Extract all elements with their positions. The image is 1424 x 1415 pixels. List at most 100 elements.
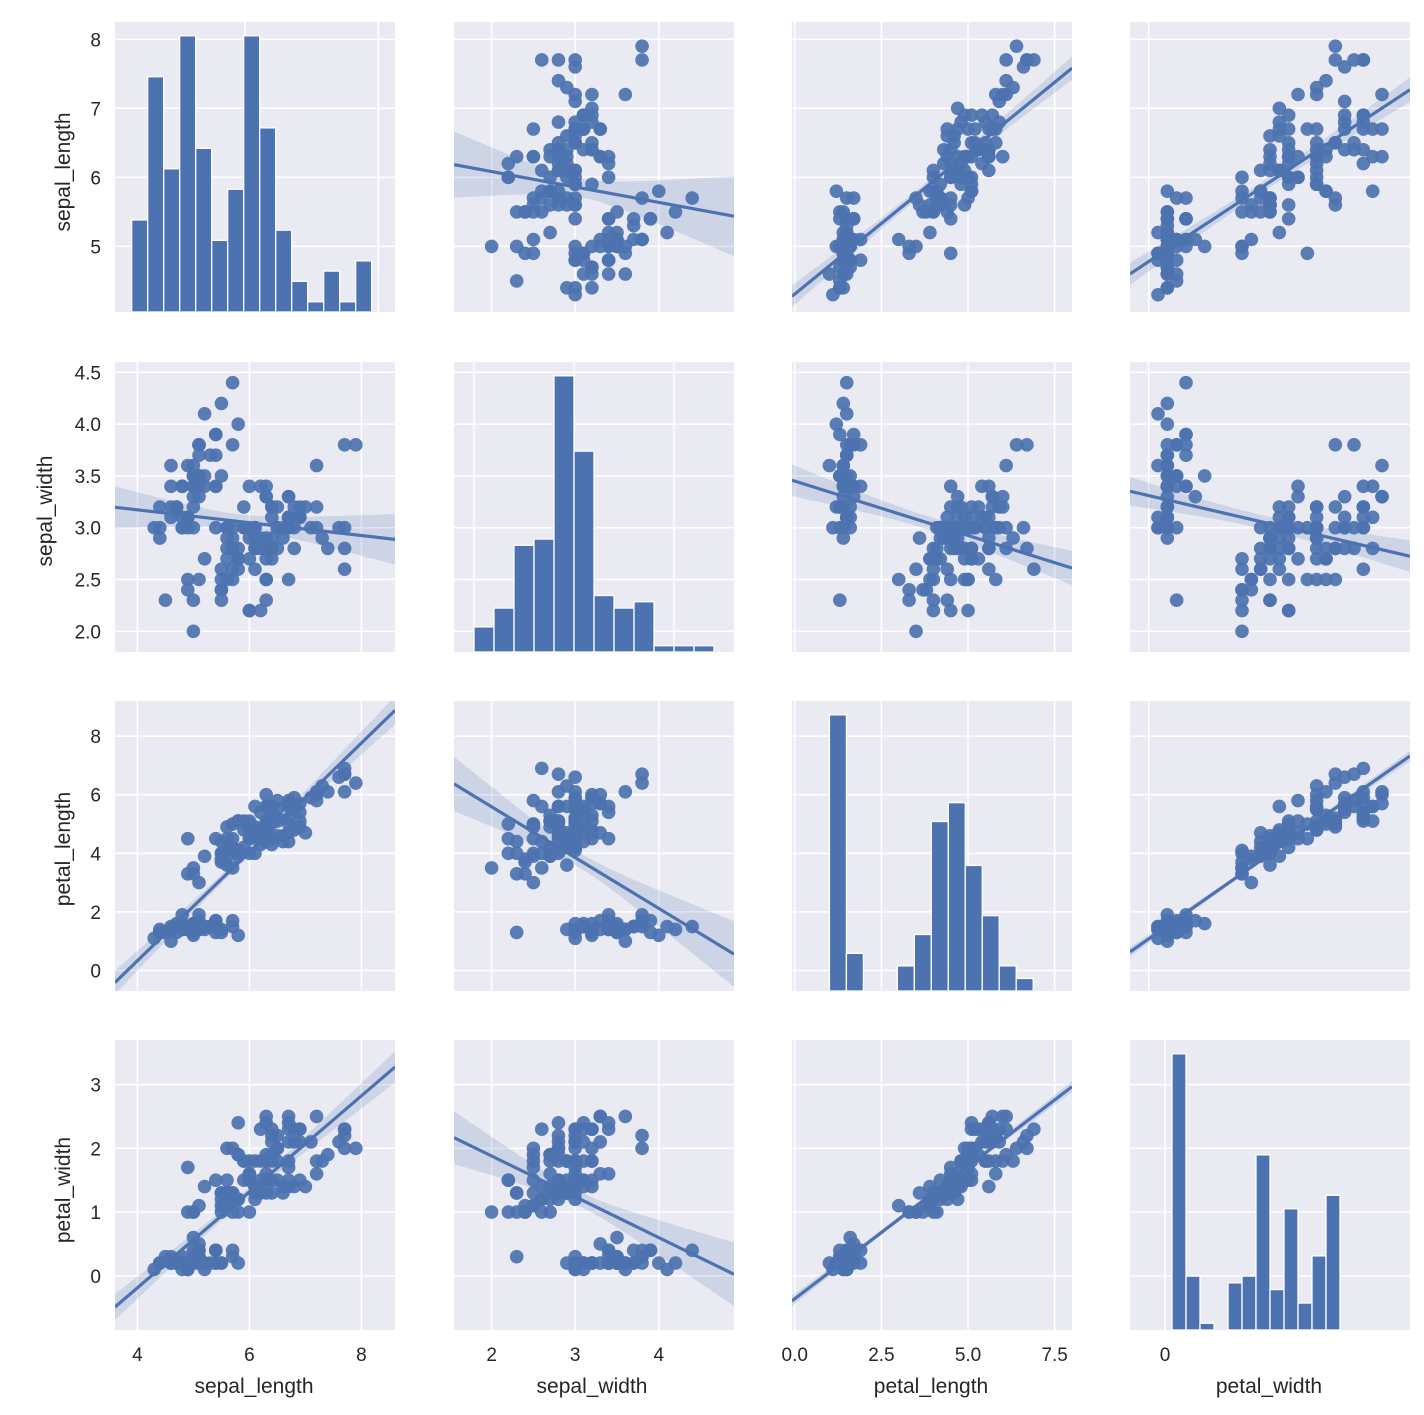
scatter-point [964, 108, 979, 123]
scatter-point [1253, 205, 1268, 219]
ylabel-sepal-width: sepal_width [34, 456, 57, 567]
regression-line [792, 1085, 1072, 1303]
scatter-point [225, 1249, 240, 1264]
scatter-point [181, 831, 195, 846]
scatter-point [543, 225, 557, 240]
scatter-point [1160, 267, 1175, 281]
scatter-point [526, 817, 541, 831]
regression-line [115, 709, 395, 984]
panel-petal_length-vs-sepal_width [454, 701, 734, 991]
histogram-bar [291, 280, 309, 312]
scatter-point [242, 603, 257, 618]
scatter-point [843, 1230, 858, 1245]
scatter-point [833, 593, 847, 608]
scatter-point [1356, 761, 1371, 776]
scatter-point [593, 1135, 608, 1149]
scatter-point [484, 861, 499, 875]
scatter-point [1309, 551, 1324, 566]
scatter-point [1375, 149, 1389, 164]
scatter-point [1235, 855, 1249, 869]
scatter-point [253, 479, 268, 494]
scatter-point [337, 1122, 352, 1137]
scatter-point [253, 837, 268, 852]
scatter-point [964, 551, 979, 566]
scatter-point [1244, 572, 1259, 587]
scatter-point [635, 1141, 649, 1156]
scatter-point [1300, 572, 1315, 587]
scatter-point [635, 1128, 649, 1143]
histogram-bar [673, 645, 695, 652]
histogram-bar [693, 645, 715, 652]
scatter-point [999, 53, 1013, 67]
scatter-point [1328, 438, 1343, 452]
scatter-point [954, 500, 968, 514]
scatter-point [192, 572, 206, 587]
scatter-point [1272, 500, 1287, 514]
scatter-point [1319, 572, 1333, 587]
scatter-point [839, 448, 854, 463]
scatter-point [551, 73, 566, 88]
scatter-point [192, 875, 206, 890]
scatter-point [822, 458, 837, 473]
scatter-point [253, 603, 268, 618]
scatter-point [1009, 438, 1024, 452]
regression-ci-band [454, 1111, 734, 1307]
scatter-point [568, 1167, 582, 1181]
scatter-point [265, 500, 279, 514]
histogram-bar [1311, 1255, 1327, 1330]
scatter-point [985, 489, 1000, 504]
scatter-point [237, 500, 251, 514]
scatter-point [1356, 790, 1371, 805]
scatter-point [982, 510, 996, 525]
scatter-point [1197, 916, 1212, 931]
scatter-point [968, 122, 982, 136]
xlabel-sepal-length: sepal_length [194, 1375, 313, 1398]
scatter-point [930, 191, 944, 205]
scatter-point [1365, 479, 1380, 494]
scatter-point [281, 826, 296, 840]
scatter-point [1356, 142, 1371, 157]
scatter-point [947, 1179, 961, 1194]
scatter-point [964, 541, 979, 556]
scatter-point [1235, 583, 1249, 597]
scatter-point [259, 1173, 274, 1188]
scatter-point [551, 198, 566, 212]
ytick-label: 4.0 [75, 415, 101, 436]
ytick-label: 4 [90, 844, 101, 865]
scatter-point [197, 551, 212, 566]
scatter-point [902, 593, 916, 608]
histogram-bar [1241, 1275, 1257, 1330]
scatter-point [1337, 108, 1352, 123]
scatter-point [1319, 149, 1333, 164]
pairplot-panels: 5 6 7 8 2.0 2.5 3.0 3.5 4.0 4.5 0 2 4 6 8 0 1 2 3 4 6 8 2 3 4 0.0… [75, 22, 1410, 1366]
scatter-point [836, 267, 851, 281]
scatter-point [164, 1256, 178, 1270]
scatter-point [957, 198, 972, 212]
scatter-point [940, 129, 955, 143]
scatter-point [853, 479, 868, 494]
scatter-point [551, 53, 566, 67]
ytick-label: 6 [90, 168, 101, 189]
scatter-point [1179, 375, 1193, 390]
scatter-point [1151, 510, 1165, 525]
scatter-point [1169, 593, 1184, 608]
scatter-point [978, 520, 993, 535]
scatter-point [543, 814, 557, 828]
scatter-point [225, 843, 240, 858]
scatter-point [836, 500, 851, 514]
scatter-point [321, 1147, 335, 1162]
scatter-point [192, 448, 206, 463]
scatter-point [1291, 479, 1305, 494]
scatter-point [253, 1122, 268, 1137]
scatter-point [164, 479, 178, 494]
scatter-point [668, 205, 683, 219]
scatter-point [1151, 287, 1165, 302]
scatter-point [203, 1256, 217, 1270]
scatter-point [961, 603, 975, 618]
scatter-point [181, 458, 195, 473]
scatter-point [568, 253, 582, 268]
scatter-point [1281, 510, 1296, 525]
scatter-point [1365, 149, 1380, 164]
scatter-point [1272, 828, 1287, 843]
xtick-label: 2.5 [868, 1345, 894, 1366]
